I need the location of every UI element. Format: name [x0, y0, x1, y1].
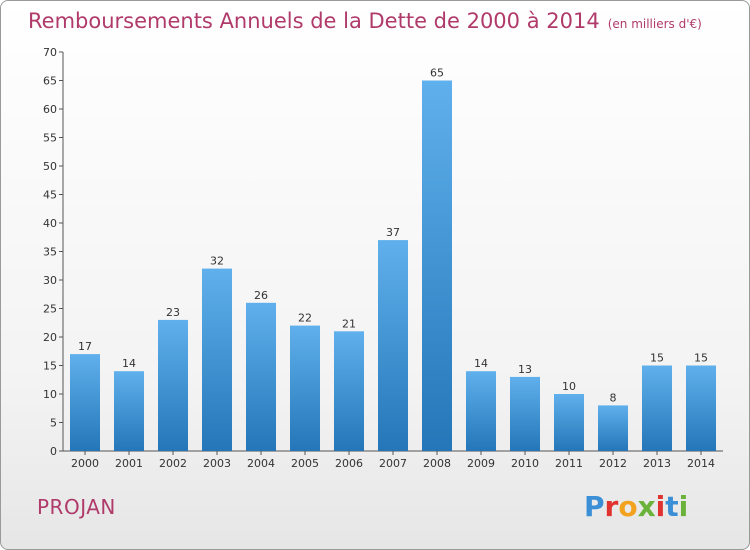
bar [290, 325, 320, 451]
x-tick-label: 2006 [335, 457, 363, 470]
bar [114, 371, 144, 451]
bar [466, 371, 496, 451]
y-tick-label: 20 [43, 331, 57, 344]
proxiti-logo: Proxiti [584, 490, 688, 523]
x-tick-label: 2000 [71, 457, 99, 470]
y-tick-label: 35 [43, 246, 57, 259]
data-label: 8 [610, 391, 617, 404]
chart-title: Remboursements Annuels de la Dette de 20… [28, 9, 702, 33]
y-tick-label: 65 [43, 75, 57, 88]
bar [70, 354, 100, 451]
x-tick-label: 2013 [643, 457, 671, 470]
chart-title-text: Remboursements Annuels de la Dette de 20… [28, 9, 600, 33]
logo-letter: P [584, 490, 605, 523]
data-label: 26 [254, 289, 268, 302]
logo-letter: i [678, 490, 689, 523]
data-label: 17 [78, 340, 92, 353]
commune-name: PROJAN [37, 495, 116, 519]
x-tick-label: 2005 [291, 457, 319, 470]
x-tick-label: 2009 [467, 457, 495, 470]
x-tick-label: 2002 [159, 457, 187, 470]
logo-letter: o [618, 490, 638, 523]
logo-letter: r [604, 490, 619, 523]
data-label: 37 [386, 226, 400, 239]
y-tick-label: 10 [43, 388, 57, 401]
logo-letter: t [665, 490, 679, 523]
x-tick-label: 2010 [511, 457, 539, 470]
y-tick-label: 5 [50, 417, 57, 430]
x-tick-label: 2011 [555, 457, 583, 470]
y-tick-label: 45 [43, 189, 57, 202]
y-tick-label: 60 [43, 103, 57, 116]
x-tick-label: 2004 [247, 457, 275, 470]
bar [510, 376, 540, 451]
data-label: 21 [342, 317, 356, 330]
chart-unit: (en milliers d'€) [607, 17, 702, 31]
logo-letter: i [655, 490, 666, 523]
bar [642, 365, 672, 451]
data-label: 15 [650, 352, 664, 365]
bar [202, 268, 232, 451]
bar [686, 365, 716, 451]
bar [246, 302, 276, 451]
x-tick-label: 2008 [423, 457, 451, 470]
x-tick-label: 2003 [203, 457, 231, 470]
x-tick-label: 2012 [599, 457, 627, 470]
data-label: 14 [474, 357, 488, 370]
y-tick-label: 0 [50, 445, 57, 458]
bar [158, 319, 188, 451]
bar [598, 405, 628, 451]
y-tick-label: 70 [43, 46, 57, 59]
data-label: 22 [298, 312, 312, 325]
logo-letter: x [637, 490, 656, 523]
data-label: 23 [166, 306, 180, 319]
x-tick-label: 2014 [687, 457, 715, 470]
y-tick-label: 40 [43, 217, 57, 230]
data-label: 15 [694, 352, 708, 365]
y-tick-label: 55 [43, 132, 57, 145]
data-label: 13 [518, 363, 532, 376]
x-tick-label: 2007 [379, 457, 407, 470]
data-label: 14 [122, 357, 136, 370]
bar [334, 331, 364, 451]
data-label: 10 [562, 380, 576, 393]
y-tick-label: 25 [43, 303, 57, 316]
y-tick-label: 30 [43, 274, 57, 287]
bar [422, 80, 452, 451]
y-tick-label: 50 [43, 160, 57, 173]
bar [378, 240, 408, 451]
data-label: 65 [430, 67, 444, 80]
y-tick-label: 15 [43, 360, 57, 373]
data-label: 32 [210, 255, 224, 268]
bar [554, 394, 584, 451]
x-tick-label: 2001 [115, 457, 143, 470]
